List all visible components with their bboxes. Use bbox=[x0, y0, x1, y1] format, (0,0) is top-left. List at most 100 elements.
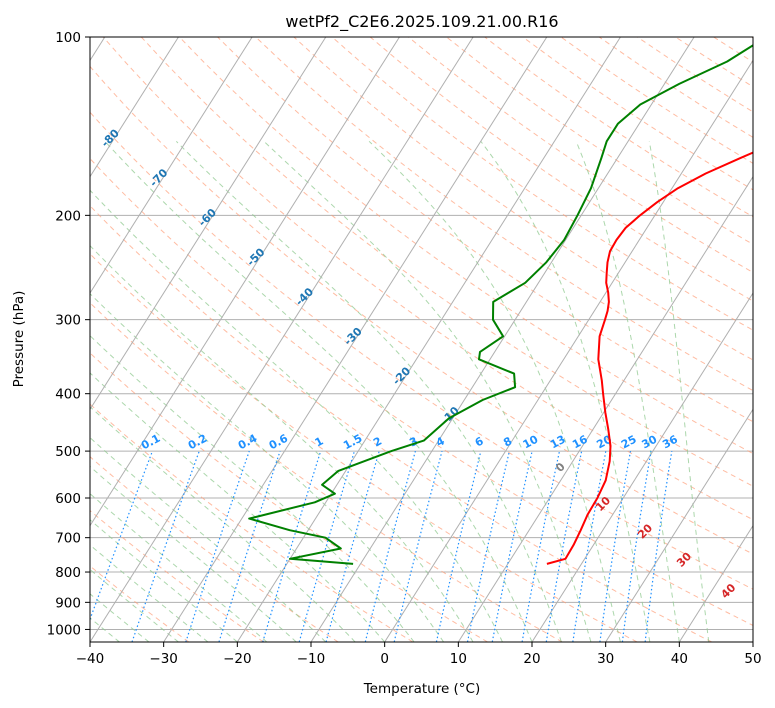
y-tick-label: 900 bbox=[55, 595, 81, 611]
moist-adiabat bbox=[90, 244, 474, 642]
moist-adiabat bbox=[90, 465, 297, 642]
mixing-ratio-label: 1.5 bbox=[341, 432, 364, 453]
plot-area: 0.1 0.2 0.4 0.6 1 1.5 2 3 4 6 8 10 13 16 20 25 30 36-100-… bbox=[0, 37, 753, 642]
x-tick-label: −20 bbox=[223, 651, 252, 667]
moist-adiabat bbox=[175, 140, 562, 642]
moist-adiabat-label: 30 bbox=[674, 549, 694, 569]
isotherm bbox=[605, 408, 753, 642]
y-tick-label: 400 bbox=[55, 387, 81, 403]
dry-adiabat bbox=[751, 37, 753, 39]
x-tick-label: −40 bbox=[76, 651, 105, 667]
isotherms bbox=[90, 37, 753, 642]
dry-adiabat bbox=[713, 37, 753, 63]
isotherm-label: -70 bbox=[147, 166, 170, 189]
y-tick-label: 600 bbox=[55, 491, 81, 507]
isotherm bbox=[90, 37, 179, 178]
x-axis-ticks: −40 −30 −20 −10 0 10 20 30 40 50 bbox=[76, 642, 762, 667]
mixing-ratio-line bbox=[545, 450, 583, 642]
moist-adiabat bbox=[90, 405, 356, 642]
isotherm bbox=[752, 641, 753, 642]
dry-adiabat bbox=[293, 37, 753, 361]
plot-frame bbox=[89, 36, 754, 643]
isotherm-label: -80 bbox=[99, 126, 122, 149]
dry-adiabat bbox=[140, 37, 753, 487]
mixing-ratio-line bbox=[521, 450, 561, 642]
mixing-ratio-line bbox=[393, 450, 443, 642]
x-tick-label: 10 bbox=[450, 651, 467, 667]
isotherm-label: -100 bbox=[0, 44, 28, 73]
isotherm bbox=[90, 37, 327, 411]
mixing-ratio-line bbox=[218, 450, 281, 642]
moist-adiabat bbox=[480, 140, 651, 642]
mixing-ratio-line bbox=[466, 450, 510, 642]
isotherm bbox=[678, 524, 753, 642]
mixing-ratio-label: 25 bbox=[619, 433, 639, 452]
mixing-ratio-label: 0.6 bbox=[267, 432, 291, 453]
mixing-ratio-line bbox=[131, 450, 200, 642]
dry-adiabat bbox=[90, 302, 563, 642]
line-labels: 0.1 0.2 0.4 0.6 1 1.5 2 3 4 6 8 10 13 16 20 25 30 36-100-… bbox=[0, 44, 739, 601]
moist-adiabat bbox=[648, 141, 710, 642]
temperature-trace bbox=[546, 151, 753, 565]
mixing-ratio-label: 30 bbox=[640, 433, 660, 452]
dry-adiabat bbox=[560, 37, 753, 164]
isotherm bbox=[90, 37, 474, 642]
mixing-ratio-line bbox=[298, 450, 355, 642]
dry-adiabat bbox=[217, 37, 753, 423]
y-tick-label: 800 bbox=[55, 565, 81, 581]
dry-adiabat bbox=[637, 37, 753, 113]
mixing-ratio-label: 0.4 bbox=[236, 432, 260, 453]
isotherm bbox=[384, 59, 753, 642]
y-tick-label: 100 bbox=[55, 30, 81, 46]
x-tick-label: 20 bbox=[523, 651, 540, 667]
isotherm-label: -20 bbox=[390, 364, 413, 387]
dry-adiabat bbox=[90, 65, 753, 555]
mixing-ratio-line bbox=[364, 450, 416, 642]
isotherm bbox=[310, 37, 695, 642]
isotherm bbox=[163, 37, 548, 642]
y-tick-label: 700 bbox=[55, 531, 81, 547]
moist-adiabat bbox=[263, 140, 592, 642]
isotherm bbox=[236, 37, 621, 642]
dry-adiabat bbox=[90, 565, 190, 642]
isotherm bbox=[531, 292, 753, 642]
mixing-ratio-label: 4 bbox=[434, 434, 447, 449]
x-axis-label: Temperature (°C) bbox=[363, 681, 481, 697]
dry-adiabat bbox=[369, 37, 753, 302]
isotherm-label: -90 bbox=[50, 87, 73, 110]
moist-adiabat-label: 10 bbox=[593, 494, 613, 514]
y-axis-label: Pressure (hPa) bbox=[11, 291, 27, 388]
dry-adiabat bbox=[90, 205, 712, 642]
dry-adiabat bbox=[90, 111, 753, 590]
mixing-ratio-line bbox=[185, 450, 250, 642]
isotherm bbox=[457, 175, 753, 642]
mixing-ratio-label: 1 bbox=[313, 434, 326, 449]
dry-adiabat bbox=[90, 509, 264, 642]
y-tick-label: 300 bbox=[55, 313, 81, 329]
mixing-ratio-line bbox=[599, 450, 632, 642]
x-tick-label: 50 bbox=[744, 651, 761, 667]
dewpoint-trace bbox=[248, 44, 753, 565]
dry-adiabat bbox=[102, 37, 753, 521]
mixing-ratio-label: 13 bbox=[548, 433, 568, 452]
moist-adiabat-label: 40 bbox=[718, 581, 738, 601]
dry-adiabat bbox=[408, 37, 753, 274]
mixing-ratio-label: 2 bbox=[371, 434, 384, 449]
moist-adiabat bbox=[368, 140, 621, 642]
sounding-traces bbox=[248, 44, 753, 565]
y-tick-label: 200 bbox=[55, 208, 81, 224]
dry-adiabat bbox=[90, 352, 488, 642]
moist-adiabat bbox=[90, 372, 386, 642]
moist-adiabat bbox=[104, 140, 533, 642]
isotherm-label: -50 bbox=[244, 245, 267, 268]
mixing-ratio-line bbox=[644, 451, 673, 642]
isotherm bbox=[90, 37, 253, 294]
moist-adiabat bbox=[90, 292, 445, 642]
moist-adiabat bbox=[575, 141, 680, 642]
x-tick-label: 30 bbox=[597, 651, 614, 667]
mixing-ratio-line bbox=[262, 450, 322, 642]
dry-adiabat bbox=[331, 37, 753, 331]
dry-adiabat bbox=[90, 456, 339, 642]
dry-adiabats bbox=[90, 37, 753, 642]
